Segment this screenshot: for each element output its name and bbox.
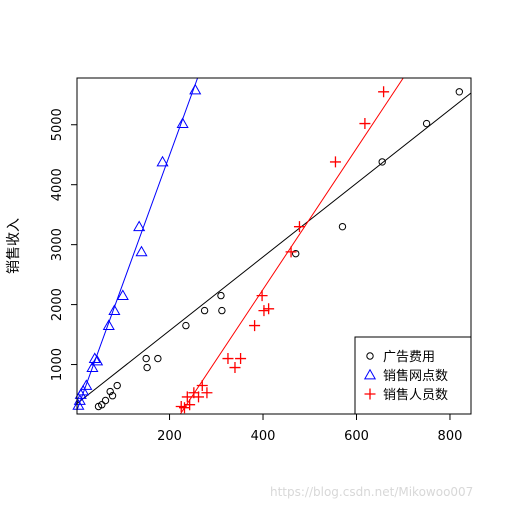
data-point	[189, 83, 202, 95]
data-point	[142, 354, 150, 363]
data-point	[116, 289, 129, 301]
data-point	[133, 220, 146, 232]
data-point	[229, 362, 241, 374]
data-point	[154, 354, 162, 363]
y-tick-label: 3000	[50, 228, 65, 261]
y-tick-label: 1000	[50, 348, 65, 381]
watermark: https://blog.csdn.net/Mikowoo007	[270, 485, 474, 499]
x-tick-label: 800	[438, 429, 463, 444]
data-point	[77, 384, 90, 396]
data-point	[176, 117, 189, 128]
data-point	[329, 156, 341, 168]
data-point	[249, 320, 261, 332]
legend-label: 销售网点数	[383, 368, 448, 384]
data-point	[91, 354, 104, 366]
series-1	[77, 88, 471, 411]
data-point	[422, 119, 431, 128]
legend-marker	[363, 368, 377, 380]
legend-box	[354, 336, 472, 415]
data-point	[293, 221, 305, 233]
y-tick-label: 2000	[50, 288, 65, 321]
axis-layer: 200 400 600 800 1000 2000 3000 4000 5000	[50, 108, 462, 444]
data-point	[106, 387, 114, 396]
data-point	[193, 391, 205, 403]
data-point	[338, 222, 347, 231]
data-point	[378, 86, 390, 98]
data-point	[178, 402, 190, 414]
data-point	[88, 352, 101, 363]
data-point	[156, 155, 169, 167]
data-point	[86, 361, 99, 372]
data-point	[285, 246, 297, 258]
data-point	[359, 118, 371, 130]
data-point	[182, 321, 190, 330]
fit-line	[77, 92, 471, 404]
data-point	[196, 380, 208, 392]
data-point	[184, 399, 196, 411]
data-point	[101, 396, 110, 405]
data-point	[135, 245, 148, 257]
legend-label: 销售人员数	[383, 387, 448, 403]
data-point	[378, 158, 386, 166]
series-layer	[72, 78, 471, 414]
data-point	[217, 291, 225, 300]
data-point	[258, 305, 270, 317]
x-tick-label: 200	[157, 429, 182, 444]
data-point	[222, 353, 234, 365]
legend-marker	[364, 388, 376, 400]
data-point	[80, 379, 93, 390]
fit-line	[179, 78, 404, 414]
data-point	[201, 387, 213, 399]
data-point	[218, 306, 226, 315]
y-axis-label: 销售收入	[6, 218, 22, 274]
data-point	[181, 391, 193, 403]
data-point	[98, 401, 106, 409]
data-point	[235, 353, 247, 365]
data-point	[455, 88, 464, 96]
y-tick-label: 4000	[50, 168, 65, 201]
x-tick-label: 400	[251, 429, 276, 444]
data-point	[102, 319, 115, 330]
data-point	[108, 392, 117, 400]
data-point	[292, 249, 300, 258]
data-point	[256, 290, 268, 302]
legend-marker	[366, 352, 374, 360]
data-point	[143, 363, 151, 372]
data-point	[263, 303, 275, 315]
y-tick-label: 5000	[50, 108, 65, 141]
data-point	[200, 306, 209, 315]
series-3	[175, 78, 404, 414]
data-point	[113, 381, 121, 390]
plot-frame	[76, 77, 472, 415]
legend-label: 广告费用	[383, 350, 435, 365]
series-2	[72, 78, 202, 411]
data-point	[108, 304, 121, 315]
x-tick-label: 600	[344, 429, 369, 444]
